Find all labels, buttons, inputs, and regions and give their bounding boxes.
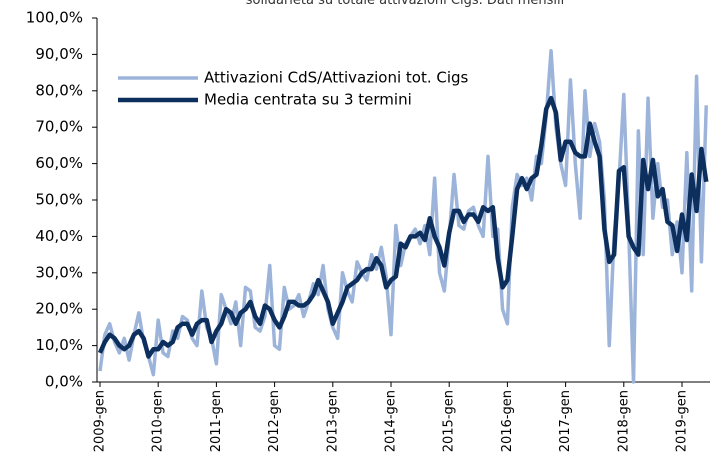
y-tick-label: 90,0% xyxy=(35,45,83,63)
x-tick-label: 2017-gen xyxy=(558,390,573,452)
x-tick-label: 2012-gen xyxy=(267,390,282,452)
x-tick-label: 2016-gen xyxy=(500,390,515,452)
y-tick-label: 100,0% xyxy=(26,9,83,27)
legend-label: Attivazioni CdS/Attivazioni tot. Cigs xyxy=(204,69,469,87)
y-tick-label: 0,0% xyxy=(45,373,83,391)
x-tick-label: 2011-gen xyxy=(209,390,224,452)
x-tick-label: 2015-gen xyxy=(442,390,457,452)
x-tick-label: 2014-gen xyxy=(384,390,399,452)
x-tick-label: 2019-gen xyxy=(675,390,690,452)
chart-title: solidarietà su totale attivazioni Cigs. … xyxy=(246,0,564,8)
y-tick-label: 70,0% xyxy=(35,118,83,136)
series-line xyxy=(97,95,709,359)
y-tick-label: 40,0% xyxy=(35,227,83,245)
y-tick-label: 20,0% xyxy=(35,300,83,318)
y-tick-label: 60,0% xyxy=(35,154,83,172)
y-tick-label: 10,0% xyxy=(35,336,83,354)
y-tick-label: 30,0% xyxy=(35,263,83,281)
x-tick-label: 2010-gen xyxy=(151,390,166,452)
legend-label: Media centrata su 3 termini xyxy=(204,91,412,109)
y-tick-label: 80,0% xyxy=(35,81,83,99)
x-tick-label: 2013-gen xyxy=(325,390,340,452)
x-tick-label: 2018-gen xyxy=(616,390,631,452)
x-tick-label: 2009-gen xyxy=(93,390,108,452)
y-tick-label: 50,0% xyxy=(35,191,83,209)
